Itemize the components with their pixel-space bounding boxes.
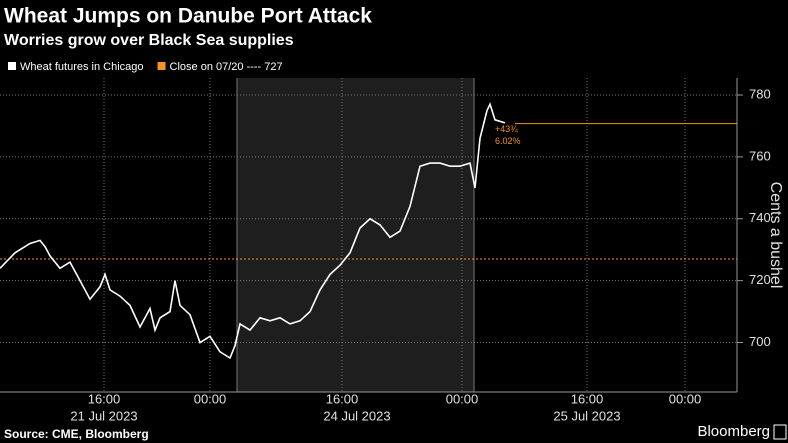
- x-tick-label: 16:00: [326, 391, 359, 406]
- chart-title: Wheat Jumps on Danube Port Attack: [4, 5, 372, 28]
- y-tick-label: 700: [749, 334, 771, 349]
- shaded-region: [237, 78, 474, 392]
- x-tick-label: 00:00: [669, 391, 702, 406]
- annotation: 6.02%: [495, 136, 521, 146]
- legend-swatch: [8, 62, 16, 70]
- x-date-label: 25 Jul 2023: [553, 408, 620, 423]
- source: Source: CME, Bloomberg: [4, 427, 149, 441]
- x-tick-label: 16:00: [88, 391, 121, 406]
- y-tick-label: 760: [749, 148, 771, 163]
- chart-subtitle: Worries grow over Black Sea supplies: [4, 32, 294, 49]
- brand: Bloomberg: [697, 423, 770, 440]
- x-date-label: 24 Jul 2023: [323, 408, 390, 423]
- brand-icon: [773, 424, 787, 440]
- y-tick-label: 740: [749, 210, 771, 225]
- x-tick-label: 00:00: [446, 391, 479, 406]
- legend-label: Close on 07/20 ---- 727: [170, 61, 283, 73]
- x-tick-label: 16:00: [571, 391, 604, 406]
- annotation: +43¾: [495, 124, 518, 134]
- legend-label: Wheat futures in Chicago: [20, 61, 144, 73]
- price-line: [0, 102, 506, 360]
- y-tick-label: 720: [749, 272, 771, 287]
- y-tick-label: 780: [749, 86, 771, 101]
- legend-swatch: [157, 62, 166, 70]
- x-date-label: 21 Jul 2023: [70, 408, 137, 423]
- x-tick-label: 00:00: [194, 391, 227, 406]
- y-axis-label: Cents a bushel: [767, 182, 784, 289]
